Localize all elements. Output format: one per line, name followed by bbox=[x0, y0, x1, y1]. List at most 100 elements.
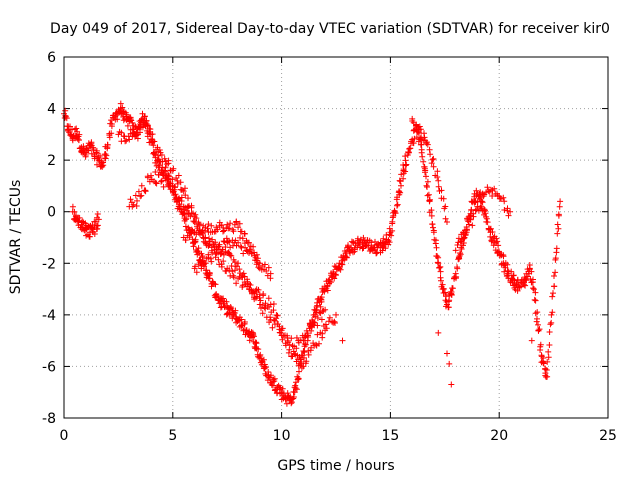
band-b-point bbox=[260, 291, 267, 297]
band-f-point bbox=[504, 205, 511, 212]
main-point bbox=[252, 339, 259, 346]
band-f-point bbox=[507, 208, 514, 215]
main-point bbox=[419, 153, 426, 160]
main-point bbox=[556, 203, 563, 210]
band-a-point bbox=[122, 138, 129, 145]
band-a-point bbox=[147, 126, 154, 133]
band-a-point bbox=[318, 316, 325, 323]
main-point bbox=[119, 104, 126, 111]
band-g-point bbox=[434, 174, 441, 180]
main-point bbox=[76, 131, 83, 138]
y-tick-label: -4 bbox=[42, 308, 56, 324]
band-b-point bbox=[153, 180, 160, 187]
main-point bbox=[250, 333, 257, 340]
band-b-point bbox=[303, 358, 310, 365]
band-f-point bbox=[454, 242, 461, 248]
main-point bbox=[458, 246, 465, 252]
band-f-point bbox=[470, 213, 477, 220]
band-b-point bbox=[316, 340, 322, 347]
main-point bbox=[302, 341, 309, 348]
band-d-point bbox=[208, 258, 215, 265]
main-point bbox=[448, 289, 455, 295]
band-e-point bbox=[92, 218, 99, 225]
main-point bbox=[532, 310, 539, 317]
grid bbox=[64, 57, 608, 418]
main-point bbox=[94, 161, 100, 168]
main-point bbox=[554, 221, 561, 228]
band-a-point bbox=[123, 137, 130, 144]
main-point bbox=[85, 147, 92, 154]
main-point bbox=[331, 263, 338, 270]
main-point bbox=[553, 245, 560, 252]
band-a-point bbox=[267, 314, 274, 321]
main-point bbox=[484, 219, 491, 226]
main-point bbox=[383, 232, 390, 238]
main-point bbox=[397, 189, 404, 196]
band-b-point bbox=[134, 197, 140, 204]
main-point bbox=[479, 199, 486, 206]
band-b-point bbox=[202, 234, 209, 241]
main-point bbox=[530, 285, 536, 292]
main-point bbox=[537, 341, 544, 348]
main-point bbox=[75, 136, 82, 143]
band-c-point bbox=[233, 219, 240, 226]
band-b-point bbox=[205, 242, 212, 249]
band-b-point bbox=[270, 301, 277, 307]
main-point bbox=[220, 295, 227, 302]
main-point bbox=[261, 361, 268, 368]
band-d-point bbox=[235, 239, 242, 246]
band-b-point bbox=[284, 337, 291, 344]
main-point bbox=[114, 116, 121, 123]
band-d-point bbox=[217, 251, 224, 258]
band-g-point bbox=[434, 168, 441, 175]
band-d-point bbox=[262, 261, 268, 268]
main-point bbox=[337, 266, 344, 273]
main-point bbox=[134, 135, 141, 142]
band-e-point bbox=[91, 231, 98, 237]
main-point bbox=[478, 194, 484, 201]
main-point bbox=[345, 242, 351, 249]
band-c-point bbox=[226, 225, 233, 232]
main-point bbox=[388, 232, 395, 239]
band-b-point bbox=[171, 186, 178, 193]
main-point bbox=[542, 370, 549, 377]
band-d-point bbox=[219, 246, 226, 253]
main-point bbox=[534, 309, 541, 316]
main-point bbox=[544, 358, 551, 365]
tick-labels: 0 5 10 15 20 25 -8 -6 -4 -2 0 2 4 6 bbox=[42, 50, 617, 444]
main-point bbox=[445, 304, 452, 311]
main-point bbox=[424, 192, 431, 199]
main-point bbox=[483, 215, 490, 222]
main-point bbox=[510, 272, 517, 279]
band-a-point bbox=[316, 309, 323, 316]
main-point bbox=[430, 229, 437, 236]
band-e-point bbox=[94, 222, 101, 229]
main-point bbox=[102, 151, 109, 158]
main-point bbox=[403, 161, 410, 168]
main-point bbox=[405, 149, 412, 156]
band-a-point bbox=[220, 251, 227, 258]
band-a-point bbox=[133, 131, 140, 138]
main-point bbox=[487, 225, 494, 232]
main-point bbox=[398, 182, 404, 189]
band-a-point bbox=[158, 152, 165, 158]
main-point bbox=[440, 286, 447, 292]
main-point bbox=[151, 150, 158, 157]
main-point bbox=[531, 286, 537, 293]
band-b-point bbox=[135, 188, 142, 195]
band-b-point bbox=[270, 307, 277, 314]
band-b-point bbox=[301, 354, 307, 361]
band-a-point bbox=[182, 185, 188, 192]
main-point bbox=[460, 242, 466, 249]
band-a-point bbox=[304, 330, 311, 337]
main-point bbox=[426, 197, 433, 204]
band-d-point bbox=[205, 251, 212, 258]
main-point bbox=[223, 298, 230, 305]
band-a-point bbox=[314, 322, 321, 329]
band-b-point bbox=[138, 182, 145, 189]
band-g-point bbox=[417, 126, 424, 133]
band-a-point bbox=[161, 155, 168, 162]
x-tick-label: 10 bbox=[273, 428, 291, 444]
band-a-point bbox=[149, 131, 156, 138]
band-a-point bbox=[175, 172, 182, 179]
